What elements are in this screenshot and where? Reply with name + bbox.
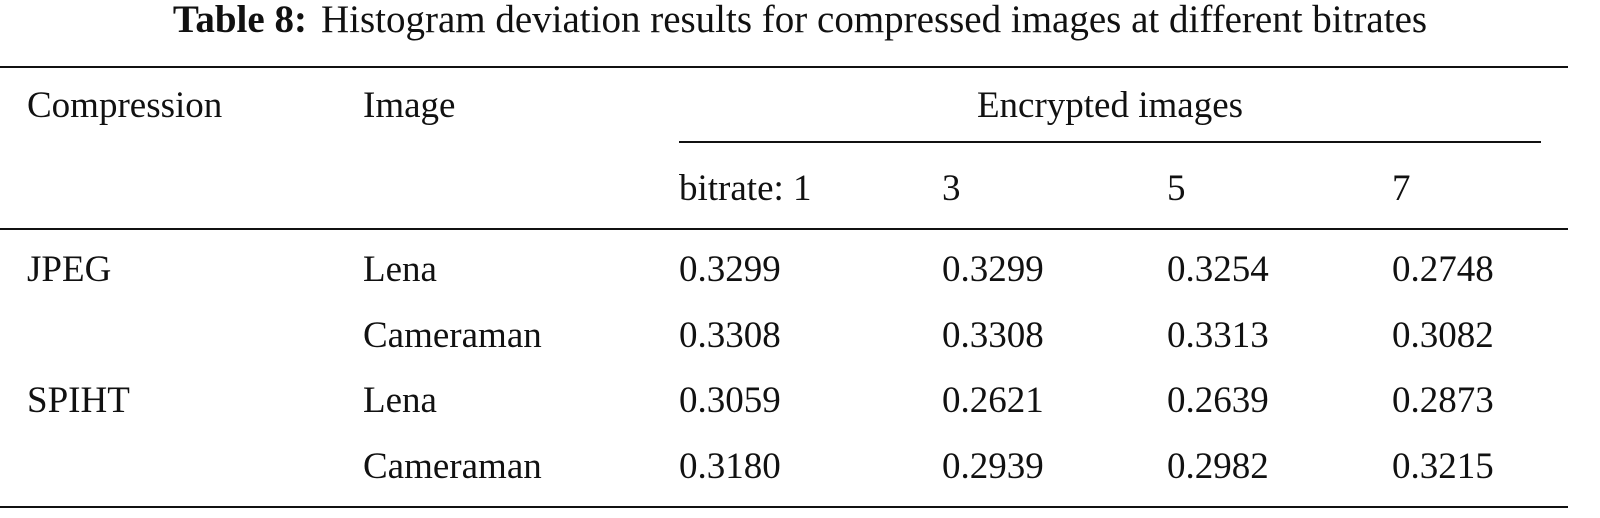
row-3-image: Lena — [363, 380, 437, 421]
row-4-image: Cameraman — [363, 446, 542, 487]
row-2-bitrate-3: 0.3308 — [942, 315, 1044, 356]
header-rule — [0, 228, 1568, 230]
header-bitrate-7: 7 — [1392, 168, 1411, 209]
header-bitrate-3: 3 — [942, 168, 961, 209]
header-bitrate-5: 5 — [1167, 168, 1186, 209]
row-1-bitrate-5: 0.3254 — [1167, 249, 1269, 290]
header-image: Image — [363, 85, 456, 126]
row-2-bitrate-1: 0.3308 — [679, 315, 781, 356]
group-rule — [679, 141, 1541, 143]
row-2-bitrate-5: 0.3313 — [1167, 315, 1269, 356]
row-4-bitrate-3: 0.2939 — [942, 446, 1044, 487]
top-rule — [0, 66, 1568, 68]
caption-text: Histogram deviation results for compress… — [320, 0, 1428, 41]
row-3-compression: SPIHT — [27, 380, 130, 421]
row-3-bitrate-7: 0.2873 — [1392, 380, 1494, 421]
header-encrypted-images: Encrypted images — [976, 85, 1244, 126]
table-caption: Table 8: Histogram deviation results for … — [0, 0, 1600, 40]
header-compression: Compression — [27, 85, 223, 126]
bottom-rule — [0, 506, 1568, 508]
row-1-bitrate-3: 0.3299 — [942, 249, 1044, 290]
row-1-image: Lena — [363, 249, 437, 290]
row-2-image: Cameraman — [363, 315, 542, 356]
row-1-bitrate-7: 0.2748 — [1392, 249, 1494, 290]
row-4-bitrate-1: 0.3180 — [679, 446, 781, 487]
row-3-bitrate-3: 0.2621 — [942, 380, 1044, 421]
row-3-bitrate-5: 0.2639 — [1167, 380, 1269, 421]
row-4-bitrate-7: 0.3215 — [1392, 446, 1494, 487]
row-4-bitrate-5: 0.2982 — [1167, 446, 1269, 487]
row-1-bitrate-1: 0.3299 — [679, 249, 781, 290]
caption-label: Table 8: — [172, 0, 307, 41]
row-2-bitrate-7: 0.3082 — [1392, 315, 1494, 356]
header-bitrate-1: bitrate: 1 — [679, 168, 812, 209]
row-3-bitrate-1: 0.3059 — [679, 380, 781, 421]
row-1-compression: JPEG — [27, 249, 112, 290]
